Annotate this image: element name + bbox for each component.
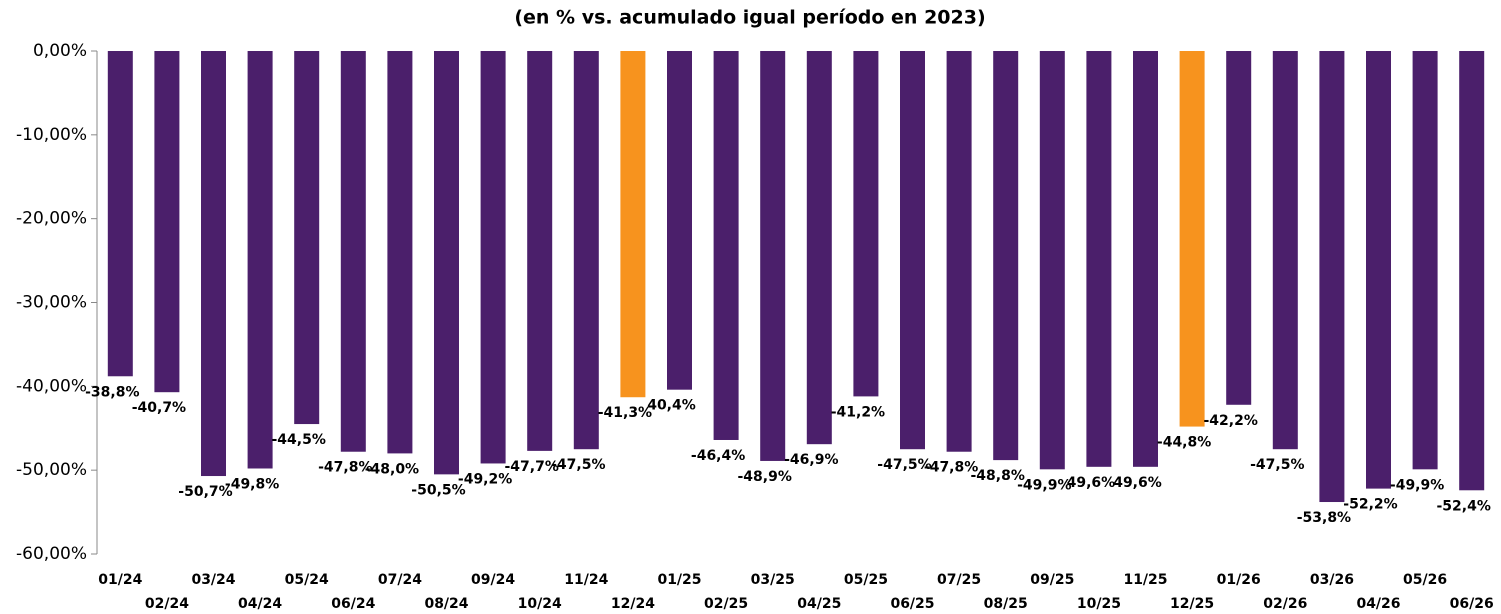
bar [107,51,133,377]
value-label: -49,9% [1390,477,1444,493]
x-tick-label: 05/25 [844,572,888,588]
value-label: 49,6% [1113,475,1162,491]
bar [1459,51,1485,491]
x-tick-label: 12/25 [1170,596,1214,612]
value-label: -44,8% [1157,435,1211,451]
x-tick-label: 03/25 [751,572,795,588]
value-label: -48,8% [971,468,1025,484]
bar [760,51,786,461]
x-tick-label: 10/24 [518,596,562,612]
value-label: -52,4% [1437,498,1491,514]
value-label: -47,8% [318,460,372,476]
x-tick-label: 02/26 [1263,596,1307,612]
x-tick-label: 11/25 [1123,572,1167,588]
bar [1272,51,1298,450]
bar [620,51,646,398]
bar [1179,51,1205,427]
bar [993,51,1019,461]
x-tick-label: 06/25 [890,596,934,612]
x-tick-label: 09/25 [1030,572,1074,588]
bar [434,51,459,475]
bar [527,51,553,451]
x-tick-label: 04/24 [238,596,282,612]
x-tick-label: 09/24 [471,572,515,588]
x-tick-label: 03/26 [1310,572,1354,588]
x-tick-label: 12/24 [611,596,655,612]
x-tick-label: 07/25 [937,572,981,588]
bar [247,51,273,469]
bar [1412,51,1438,470]
value-label: -49,8% [225,476,279,492]
value-label: -41,3% [598,405,652,421]
bar [294,51,320,425]
chart-title: (en % vs. acumulado igual período en 202… [514,7,985,29]
x-tick-label: 03/24 [191,572,235,588]
value-label: -47,5% [551,457,605,473]
x-tick-label: 05/26 [1403,572,1447,588]
value-label: -50,5% [411,482,465,498]
bar [806,51,832,445]
x-tick-label: 04/26 [1356,596,1400,612]
value-label: -46,9% [784,452,838,468]
x-tick-label: 08/25 [984,596,1028,612]
value-label: -47,5% [877,457,931,473]
value-label: -42,2% [1204,413,1258,429]
bar [667,51,692,390]
x-tick-label: 02/24 [145,596,189,612]
x-tick-label: 07/24 [378,572,422,588]
bar [480,51,506,464]
x-tick-label: 01/24 [98,572,142,588]
y-tick-label: -20,00% [16,209,87,229]
x-tick-label: 11/24 [564,572,608,588]
x-tick-label: 10/25 [1077,596,1121,612]
y-tick-label: -10,00% [16,125,87,145]
bar [154,51,180,393]
bar [1039,51,1065,470]
value-label: -40,7% [132,400,186,416]
y-tick-label: -40,00% [16,376,87,396]
value-label: -47,8% [924,460,978,476]
y-tick-label: 0,00% [33,41,87,61]
x-tick-label: 05/24 [285,572,329,588]
bar [900,51,925,450]
value-label: -48,0% [365,461,419,477]
bar [1133,51,1158,467]
value-label: -41,2% [831,404,885,420]
value-label: -48,9% [738,469,792,485]
y-tick-label: -30,00% [16,293,87,313]
value-label: -49,9% [1017,477,1071,493]
value-label: -47,5% [1250,457,1304,473]
bar [946,51,972,452]
x-tick-label: 02/25 [704,596,748,612]
value-label: -44,5% [272,432,326,448]
bar [573,51,599,450]
bar [853,51,879,397]
value-label: -46,4% [691,448,745,464]
value-label: -49,2% [458,471,512,487]
x-tick-label: 04/25 [797,596,841,612]
x-tick-label: 08/24 [424,596,468,612]
bar [1366,51,1391,489]
x-tick-label: 01/26 [1217,572,1261,588]
bar [1319,51,1345,503]
bar [201,51,226,477]
value-label: -38,8% [85,384,139,400]
value-label: -50,7% [178,484,232,500]
bar [340,51,366,452]
bar [713,51,739,440]
x-tick-label: 06/26 [1450,596,1494,612]
bar [1086,51,1112,467]
x-tick-label: 01/25 [657,572,701,588]
y-tick-label: -50,00% [16,460,87,480]
value-label: -53,8% [1297,510,1351,526]
value-label: 49,6% [1067,475,1116,491]
value-label: 40,4% [647,398,696,414]
bar [1226,51,1252,405]
value-label: -52,2% [1343,497,1397,513]
y-tick-label: -60,00% [16,544,87,564]
x-tick-label: 06/24 [331,596,375,612]
bar [387,51,413,454]
value-label: -47,7% [505,459,559,475]
